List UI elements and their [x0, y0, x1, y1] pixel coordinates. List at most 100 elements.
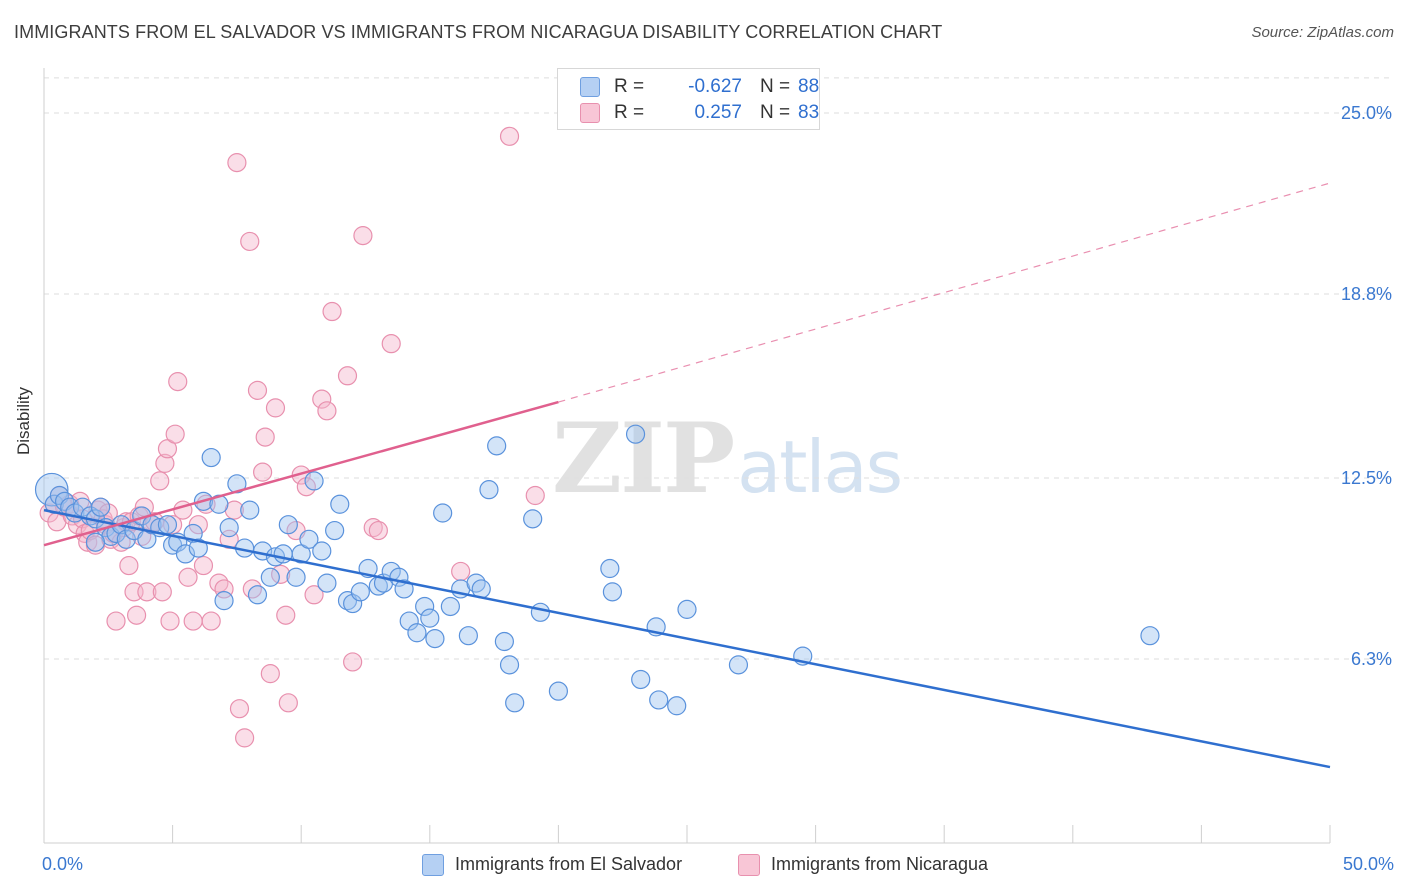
point-salvador [286, 567, 306, 587]
point-nicaragua [337, 366, 358, 386]
point-nicaragua [499, 126, 520, 146]
point-salvador [600, 558, 620, 579]
trend-line-nicaragua-extension [558, 182, 1331, 403]
legend-swatch-nicaragua [738, 854, 760, 876]
y-tick-label: 18.8% [1341, 284, 1392, 304]
point-salvador [458, 626, 478, 646]
point-nicaragua [278, 693, 298, 713]
correlation-legend: R = -0.627 N = 88 R = 0.257 N = 83 [557, 68, 820, 130]
point-nicaragua [381, 334, 401, 354]
point-salvador [350, 582, 370, 602]
point-nicaragua [229, 699, 250, 719]
legend-swatch-salvador [422, 854, 444, 876]
series-legend: Immigrants from El Salvador Immigrants f… [0, 852, 1406, 878]
point-salvador [440, 596, 460, 617]
point-salvador [487, 436, 507, 456]
point-salvador [667, 696, 687, 716]
point-nicaragua [168, 372, 188, 392]
legend-r-value: 0.257 [694, 102, 742, 123]
point-salvador [1140, 626, 1160, 646]
legend-n-label: N = [760, 102, 791, 123]
point-salvador [649, 690, 669, 710]
point-nicaragua [119, 555, 139, 576]
point-salvador [399, 611, 419, 631]
x-tick-label: 0.0% [42, 854, 83, 874]
point-nicaragua [276, 605, 296, 625]
point-nicaragua [193, 555, 214, 576]
point-nicaragua [165, 424, 185, 444]
point-nicaragua [240, 231, 260, 252]
point-salvador [499, 655, 520, 675]
legend-r-label: R = [614, 102, 645, 123]
legend-n-value: 88 [798, 76, 820, 97]
point-nicaragua [260, 664, 280, 684]
legend-swatch-salvador [580, 77, 600, 97]
point-salvador [260, 567, 280, 587]
point-salvador [728, 655, 749, 675]
point-nicaragua [242, 579, 262, 599]
point-salvador [466, 573, 486, 593]
chart-title: IMMIGRANTS FROM EL SALVADOR VS IMMIGRANT… [14, 22, 943, 42]
point-nicaragua [209, 573, 229, 593]
point-salvador [394, 579, 414, 599]
point-salvador [343, 593, 363, 614]
legend-n-label: N = [760, 76, 791, 97]
point-salvador [494, 631, 514, 652]
legend-label-salvador: Immigrants from El Salvador [455, 854, 683, 874]
legend-r-label: R = [614, 76, 645, 97]
point-nicaragua [322, 301, 342, 322]
trend-line-nicaragua [43, 400, 559, 547]
point-nicaragua [451, 561, 471, 582]
point-nicaragua [150, 471, 170, 491]
point-nicaragua [265, 398, 286, 418]
point-salvador [505, 693, 525, 713]
point-salvador [425, 628, 445, 649]
point-salvador [317, 573, 337, 593]
point-nicaragua [106, 611, 126, 631]
point-nicaragua [247, 380, 268, 400]
point-salvador [523, 509, 543, 529]
grid-lines [44, 77, 1392, 660]
point-salvador [602, 582, 623, 602]
point-nicaragua [343, 652, 363, 672]
data-points [34, 126, 1160, 748]
point-salvador [325, 520, 345, 541]
point-nicaragua [152, 582, 172, 602]
point-nicaragua [363, 518, 383, 538]
x-tick-label: 50.0% [1343, 854, 1394, 874]
point-salvador [188, 538, 208, 558]
point-nicaragua [353, 226, 373, 246]
point-nicaragua [137, 582, 157, 602]
point-nicaragua [201, 611, 221, 631]
legend-n-value: 83 [798, 102, 820, 123]
point-nicaragua [227, 153, 247, 173]
point-nicaragua [312, 389, 332, 409]
point-nicaragua [160, 611, 180, 631]
legend-swatch-nicaragua [580, 103, 600, 123]
y-tick-label: 12.5% [1341, 468, 1392, 488]
point-nicaragua [126, 605, 147, 625]
point-salvador [227, 474, 247, 494]
point-nicaragua [296, 477, 316, 497]
point-salvador [299, 529, 319, 549]
point-nicaragua [235, 728, 255, 748]
y-tick-label: 6.3% [1351, 649, 1392, 669]
legend-r-value: -0.627 [688, 76, 742, 97]
point-salvador [420, 608, 440, 628]
point-salvador [625, 424, 646, 444]
point-salvador [240, 500, 260, 520]
point-salvador [433, 503, 453, 523]
trend-line-salvador [43, 508, 1331, 769]
point-salvador [530, 602, 550, 622]
point-salvador [90, 497, 111, 517]
y-tick-label: 25.0% [1341, 103, 1392, 123]
watermark-atlas: atlas [737, 425, 903, 509]
point-salvador [631, 669, 651, 690]
point-salvador [479, 480, 499, 500]
point-salvador [312, 541, 332, 561]
point-salvador [677, 599, 697, 619]
y-axis-label: Disability [14, 386, 33, 455]
point-salvador [278, 515, 298, 535]
tick-labels: 6.3% 12.5% 18.8% 25.0% 0.0% 50.0% [42, 103, 1394, 874]
